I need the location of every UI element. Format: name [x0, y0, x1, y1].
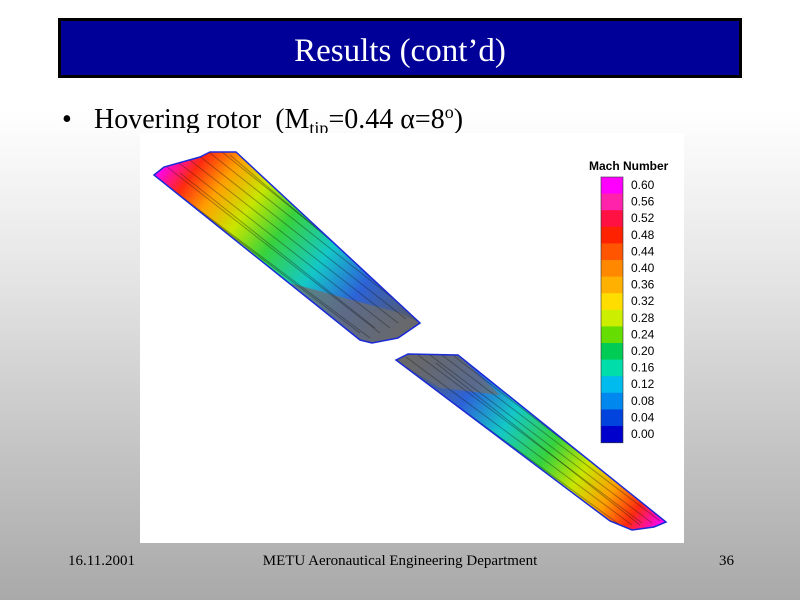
legend-label: 0.56	[631, 195, 655, 209]
legend-swatch	[601, 276, 623, 294]
legend-label: 0.36	[631, 278, 655, 292]
legend-label: 0.28	[631, 311, 655, 325]
bullet-open: (M	[275, 104, 310, 135]
legend-label: 0.00	[631, 427, 655, 441]
bullet-mach-value: =0.44	[328, 104, 401, 135]
mach-contour-figure: Mach Number 0.60 0.56 0.52 0.48 0.44 0.40 0.36…	[140, 133, 684, 543]
legend-swatch	[601, 177, 623, 195]
legend-label: 0.24	[631, 327, 655, 341]
legend-label: 0.08	[631, 394, 655, 408]
legend-swatch	[601, 210, 623, 228]
legend-label: 0.32	[631, 294, 655, 308]
mach-legend: Mach Number 0.60 0.56 0.52 0.48 0.44 0.40 0.36…	[589, 159, 669, 444]
legend-swatch	[601, 426, 623, 444]
legend-swatch	[601, 409, 623, 427]
legend-swatch	[601, 326, 623, 344]
legend-swatch	[601, 343, 623, 361]
footer-page-number: 36	[719, 553, 734, 569]
legend-swatch	[601, 392, 623, 410]
legend-swatch	[601, 293, 623, 311]
legend-label: 0.48	[631, 228, 655, 242]
legend-swatch	[601, 193, 623, 211]
legend-label: 0.40	[631, 261, 655, 275]
upper-blade	[152, 151, 422, 344]
legend-swatch	[601, 376, 623, 394]
legend-label: 0.52	[631, 211, 655, 225]
bullet-item: • Hovering rotor (Mtip=0.44 α=8o)	[62, 94, 463, 146]
bullet-alpha-symbol: α	[400, 104, 415, 135]
bullet-symbol: •	[62, 104, 72, 135]
bullet-alpha-value: =8	[414, 104, 445, 135]
legend-swatch	[601, 309, 623, 327]
bullet-close: )	[453, 104, 464, 135]
legend-label: 0.04	[631, 410, 655, 424]
footer-date: 16.11.2001	[68, 553, 135, 569]
slide-title: Results (cont’d)	[294, 33, 506, 69]
footer-department: METU Aeronautical Engineering Department	[262, 553, 538, 569]
legend-colorbar-frame	[600, 176, 624, 443]
legend-label: 0.16	[631, 361, 655, 375]
bullet-text: Hovering rotor	[94, 104, 262, 135]
legend-label: 0.60	[631, 178, 655, 192]
slide-title-bar: Results (cont’d)	[58, 18, 742, 78]
lower-blade	[394, 353, 668, 531]
legend-label: 0.12	[631, 377, 655, 391]
legend-swatch	[601, 260, 623, 278]
contour-plot: Mach Number 0.60 0.56 0.52 0.48 0.44 0.40 0.36…	[152, 151, 669, 531]
legend-swatch	[601, 226, 623, 244]
legend-title: Mach Number	[589, 159, 669, 173]
legend-swatch	[601, 359, 623, 377]
bullet-superscript: o	[444, 102, 454, 122]
legend-swatch	[601, 243, 623, 261]
legend-label: 0.44	[631, 244, 655, 258]
legend-label: 0.20	[631, 344, 655, 358]
